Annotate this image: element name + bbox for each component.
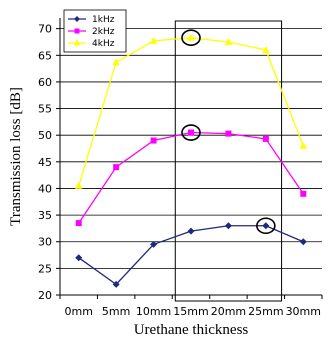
data-point <box>112 58 120 66</box>
legend-marker <box>74 16 80 22</box>
data-point <box>300 190 307 197</box>
circled-point <box>181 124 201 141</box>
axes <box>56 18 323 299</box>
data-point <box>224 222 232 230</box>
data-point <box>75 220 82 227</box>
circled-point <box>256 217 276 235</box>
data-point <box>262 222 270 230</box>
series-2kHz <box>75 129 307 227</box>
legend-label: 4kHz <box>92 39 115 49</box>
x-axis-title: Urethane thickness <box>134 322 249 338</box>
data-point <box>188 129 194 136</box>
y-tick-label: 35 <box>38 209 52 222</box>
y-tick-label: 65 <box>38 49 52 62</box>
data-point <box>187 227 195 235</box>
data-point <box>262 45 270 53</box>
y-tick-label: 70 <box>38 23 52 36</box>
y-tick-label: 55 <box>38 103 52 116</box>
legend-marker <box>73 39 81 46</box>
x-tick-label: 20mm <box>211 305 246 318</box>
data-point <box>299 238 307 246</box>
data-point <box>224 37 233 45</box>
y-tick-label: 20 <box>38 289 52 302</box>
x-tick-label: 5mm <box>102 305 130 318</box>
x-tick-label: 15mm <box>173 305 208 318</box>
y-tick-label: 60 <box>38 76 52 89</box>
legend-marker <box>74 28 80 34</box>
data-point <box>299 141 308 149</box>
series-4kHz <box>74 33 308 189</box>
data-point <box>262 135 269 142</box>
data-point <box>149 36 158 44</box>
gridlines <box>60 28 322 296</box>
legend-item-2kHz: 2kHz <box>68 27 115 37</box>
x-tick-label: 0mm <box>64 305 92 318</box>
data-point <box>150 240 158 248</box>
data-point <box>74 181 83 189</box>
x-tick-label: 30mm <box>286 305 321 318</box>
data-point <box>150 137 157 144</box>
y-tick-label: 45 <box>38 156 52 169</box>
legend: 1kHz 2kHz 4kHz <box>63 9 127 53</box>
y-axis-title: Transmission loss [dB] <box>8 87 24 226</box>
series-layer <box>74 33 308 288</box>
legend-label: 2kHz <box>92 27 115 37</box>
data-point <box>75 254 83 262</box>
legend-item-1kHz: 1kHz <box>68 15 115 25</box>
y-tick-label: 40 <box>38 182 52 195</box>
circled-points <box>181 29 276 235</box>
x-tick-label: 25mm <box>248 305 283 318</box>
legend-item-4kHz: 4kHz <box>68 39 115 49</box>
tick-labels: 20 25 30 35 40 45 50 55 60 65 70 0mm 5mm 10mm 15mm 20mm… <box>38 23 321 318</box>
y-tick-label: 50 <box>38 129 52 142</box>
circled-point <box>181 29 201 47</box>
data-point <box>112 280 120 288</box>
legend-label: 1kHz <box>92 15 115 25</box>
y-tick-label: 25 <box>38 262 52 275</box>
y-tick-label: 30 <box>38 236 52 249</box>
data-point <box>225 130 232 137</box>
data-point <box>113 164 120 171</box>
series-1kHz <box>75 222 307 288</box>
x-tick-label: 10mm <box>136 305 171 318</box>
data-point <box>187 33 195 41</box>
